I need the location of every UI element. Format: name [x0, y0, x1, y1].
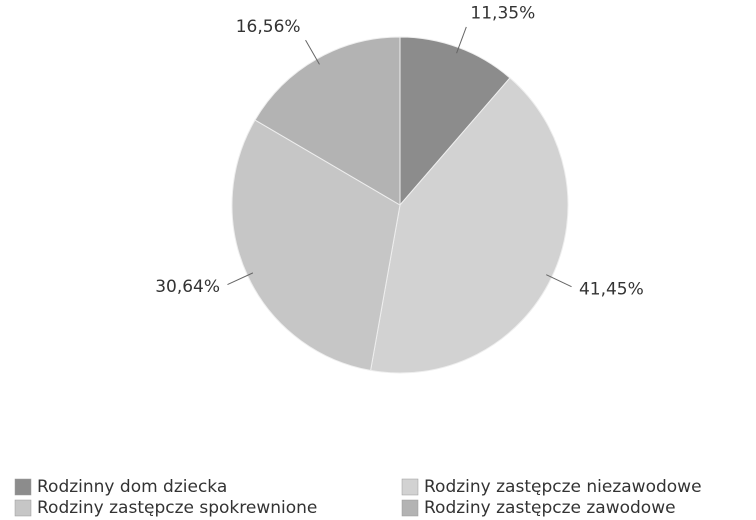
data-label: 11,35%: [470, 3, 535, 23]
legend-swatch: [14, 478, 32, 496]
legend-swatch: [401, 499, 419, 517]
legend-label: Rodziny zastępcze zawodowe: [424, 498, 676, 518]
data-label: 30,64%: [155, 277, 220, 297]
legend-swatch: [14, 499, 32, 517]
leader-line: [456, 26, 467, 54]
legend-label: Rodzinny dom dziecka: [37, 477, 227, 497]
data-label: 41,45%: [579, 279, 644, 299]
legend-label: Rodziny zastępcze spokrewnione: [37, 498, 317, 518]
legend-swatch: [401, 478, 419, 496]
leader-line: [227, 272, 254, 286]
data-label: 16,56%: [236, 17, 301, 37]
leader-line: [546, 274, 572, 288]
leader-line: [305, 39, 320, 65]
legend-label: Rodziny zastępcze niezawodowe: [424, 477, 702, 497]
